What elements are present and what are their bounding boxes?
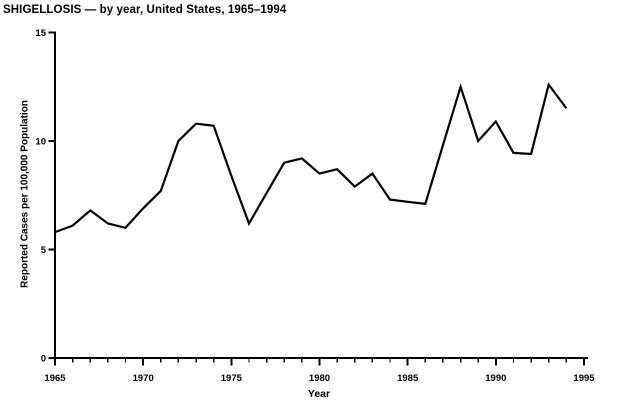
data-line-shigellosis	[54, 82, 568, 234]
y-tick-label: 15	[35, 28, 46, 39]
y-tick-label: 5	[41, 245, 47, 256]
x-tick-label: 1995	[573, 373, 595, 384]
chart-title: SHIGELLOSIS — by year, United States, 19…	[3, 4, 287, 16]
x-tick-label: 1975	[221, 373, 243, 384]
x-tick-label: 1990	[485, 373, 506, 384]
x-tick-label: 1965	[44, 373, 66, 384]
x-axis-title: Year	[307, 388, 331, 400]
x-tick-label: 1980	[309, 373, 330, 384]
y-tick-label: 10	[35, 137, 46, 148]
x-tick-label: 1970	[133, 373, 154, 384]
y-tick-label: 0	[41, 354, 46, 365]
x-tick-label: 1985	[397, 373, 419, 384]
